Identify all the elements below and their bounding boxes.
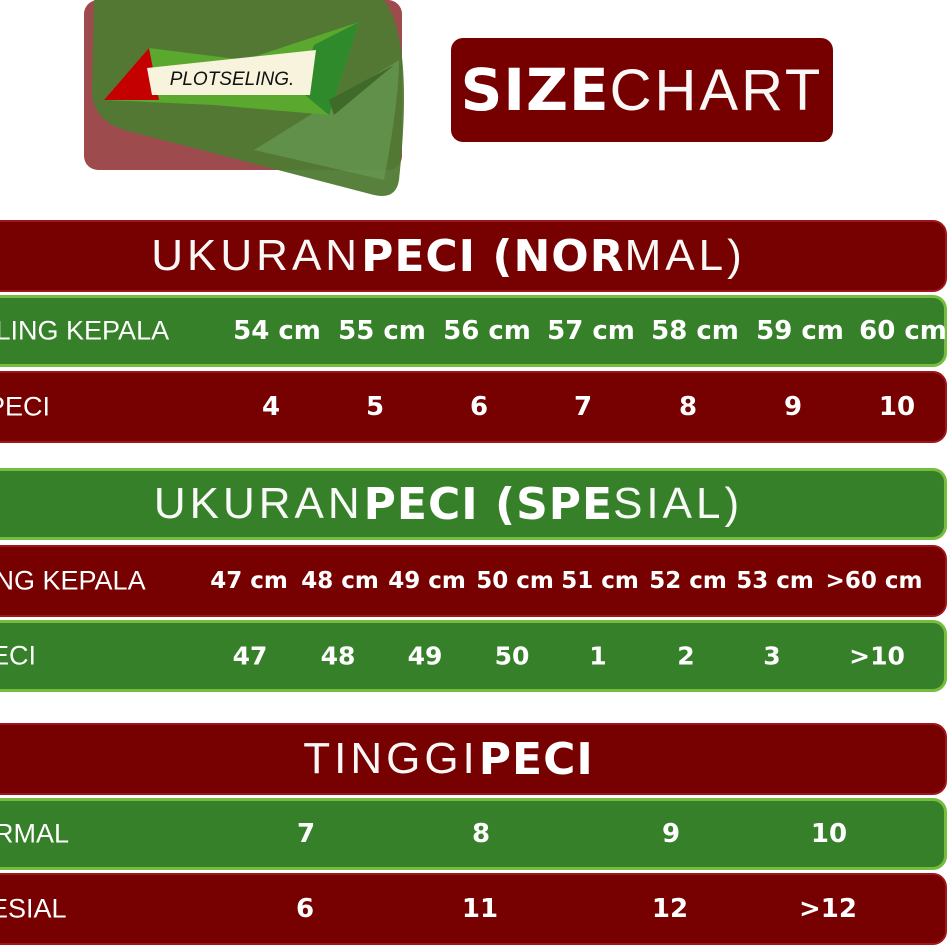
table-cell: 58 cm (651, 316, 739, 346)
title-thin: CHART (609, 57, 824, 123)
table-cell: 48 cm (301, 568, 379, 594)
table-cell: 50 cm (476, 568, 554, 594)
table-cell: 52 cm (649, 568, 727, 594)
logo-text: PLOTSELING. (170, 69, 295, 90)
table-cell: >10 (849, 641, 905, 671)
table-cell: 57 cm (547, 316, 635, 346)
header-bold: PECI (SPE (363, 478, 614, 530)
table-cell: 1 (589, 641, 607, 671)
table-cell: 50 (494, 641, 530, 671)
row-label: LILING KEPALA (0, 315, 170, 346)
header-bold: PECI (NOR (361, 230, 625, 282)
table-cell: 47 cm (210, 568, 288, 594)
table-cell: 12 (651, 894, 689, 924)
table-cell: 10 (810, 819, 848, 849)
height-section-header: TINGGI PECI (0, 723, 947, 795)
table-cell: 56 cm (443, 316, 531, 346)
table-cell: 8 (678, 392, 698, 422)
table-cell: 9 (661, 819, 681, 849)
header-thin: TINGGI (303, 734, 479, 783)
header-thin: SIAL) (613, 479, 744, 528)
table-cell: 49 cm (388, 568, 466, 594)
table-cell: 60 cm (859, 316, 947, 346)
table-cell: 8 (471, 819, 491, 849)
table-cell: >60 cm (825, 568, 923, 594)
header-thin: MAL) (624, 231, 746, 280)
header-bold: PECI (478, 733, 594, 785)
table-cell: 48 (320, 641, 356, 671)
table-cell: 47 (232, 641, 268, 671)
plotseling-logo: PLOTSELING. (84, 0, 404, 200)
table-cell: 7 (296, 819, 316, 849)
table-cell: 10 (878, 392, 916, 422)
special-peci-size-row: PECI 47 48 49 50 1 2 3 >10 (0, 620, 947, 692)
table-cell: 9 (783, 392, 803, 422)
table-cell: 51 cm (561, 568, 639, 594)
table-cell: 55 cm (338, 316, 426, 346)
header-thin: UKURAN (151, 231, 362, 280)
normal-peci-size-row: . PECI 4 5 6 7 8 9 10 (0, 371, 947, 443)
row-label: . PECI (0, 391, 51, 422)
special-section-header: UKURAN PECI (SPE SIAL) (0, 468, 947, 540)
title-bold: SIZE (460, 56, 610, 124)
table-cell: 54 cm (233, 316, 321, 346)
table-cell: 2 (677, 641, 695, 671)
table-cell: 59 cm (756, 316, 844, 346)
normal-section-header: UKURAN PECI (NOR MAL) (0, 220, 947, 292)
special-head-circumference-row: LING KEPALA 47 cm 48 cm 49 cm 50 cm 51 c… (0, 545, 947, 617)
table-cell: 49 (407, 641, 443, 671)
size-chart-title: SIZE CHART (451, 38, 833, 142)
row-label: LING KEPALA (0, 565, 146, 596)
table-cell: 5 (365, 392, 385, 422)
row-label: PECI (0, 640, 37, 671)
table-cell: 53 cm (736, 568, 814, 594)
normal-head-circumference-row: LILING KEPALA 54 cm 55 cm 56 cm 57 cm 58… (0, 295, 947, 367)
table-cell: 11 (461, 894, 499, 924)
table-cell: 6 (295, 894, 315, 924)
table-cell: 7 (573, 392, 593, 422)
table-cell: >12 (799, 894, 857, 924)
header-thin: UKURAN (153, 479, 364, 528)
table-cell: 6 (469, 392, 489, 422)
table-cell: 3 (763, 641, 781, 671)
table-cell: 4 (261, 392, 281, 422)
